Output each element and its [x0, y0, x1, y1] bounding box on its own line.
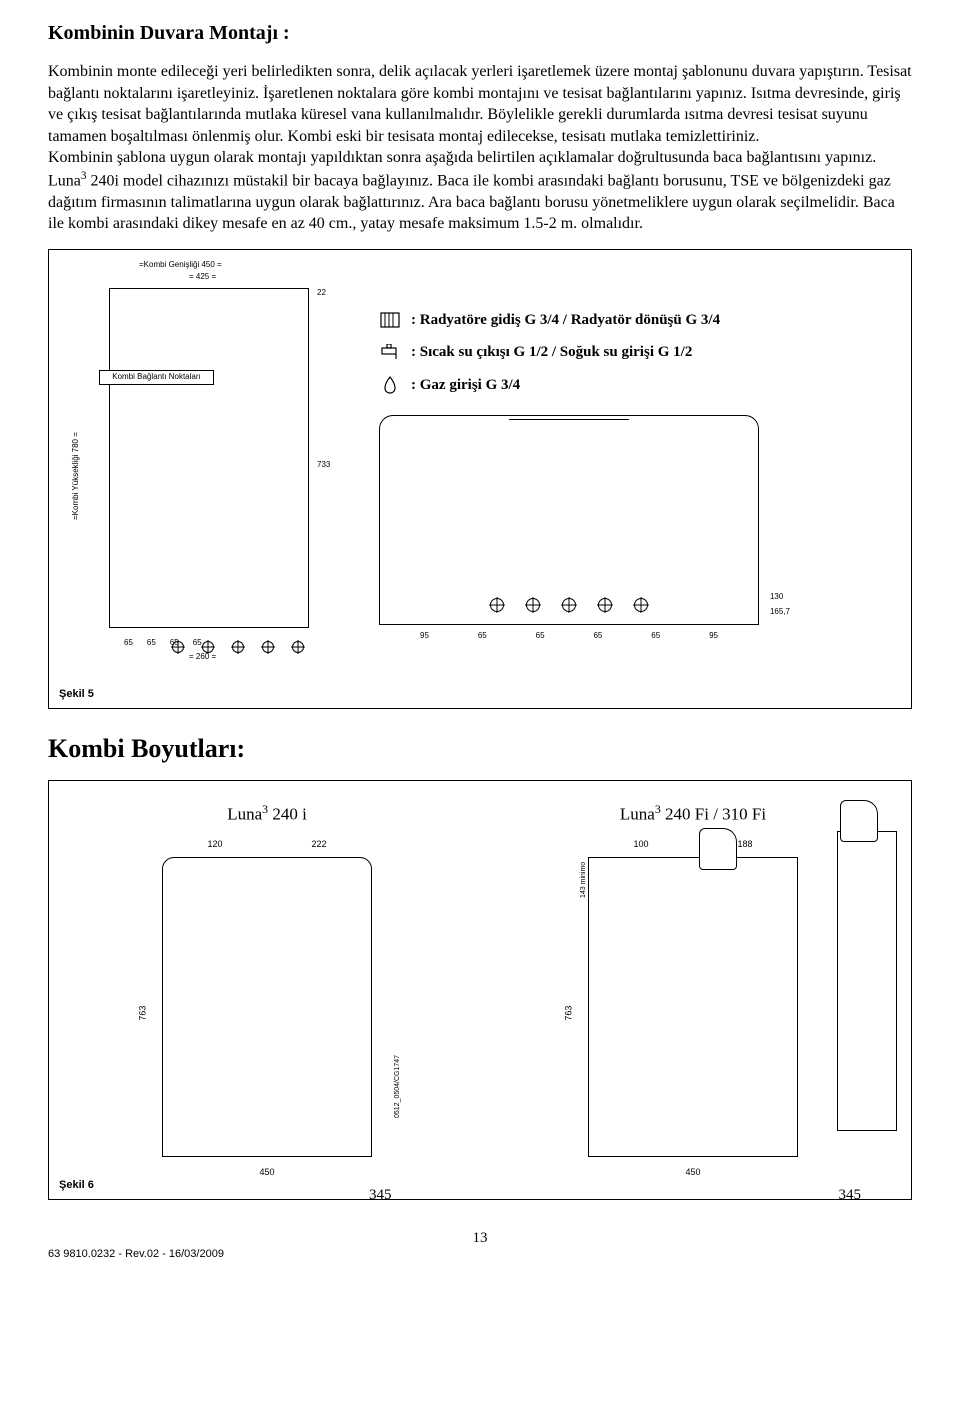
tap-icon [379, 343, 401, 361]
section-title: Kombinin Duvara Montajı : [48, 20, 912, 47]
mounting-template-diagram: =Kombi Genişliği 450 = = 425 = 22 Kombi … [59, 260, 359, 680]
connection-label-box: Kombi Bağlantı Noktaları [99, 370, 214, 385]
legend-text: : Radyatöre gidiş G 3/4 / Radyatör dönüş… [411, 310, 720, 330]
figure-5-caption: Şekil 5 [59, 687, 94, 702]
boiler-connections [490, 598, 648, 612]
body-paragraph: Kombinin monte edileceği yeri belirledik… [48, 61, 912, 235]
boiler-front-diagram: 95 65 65 65 65 95 130 165,7 [379, 415, 759, 625]
page-number: 13 [48, 1228, 912, 1248]
template-outline [109, 288, 309, 628]
legend-radiator: : Radyatöre gidiş G 3/4 / Radyatör dönüş… [379, 310, 901, 330]
dim-733: 733 [317, 460, 330, 471]
bottom-dimensions: 65 65 65 65 [124, 638, 202, 649]
flame-icon [379, 376, 401, 394]
model-i-drawing: 120 222 763 450 0512_0504/CG1747 [162, 857, 372, 1157]
depth-345-left: 345 [369, 1185, 392, 1205]
min-label: 143 minimo [579, 862, 588, 898]
boiler-right-dims: 130 165,7 [770, 592, 790, 618]
radiator-icon [379, 311, 401, 329]
dimensions-title: Kombi Boyutları: [48, 731, 912, 766]
legend-gas: : Gaz girişi G 3/4 [379, 375, 901, 395]
dim-22: 22 [317, 288, 326, 299]
model-i-column: Luna3 240 i 120 222 763 450 0512_0504/CG… [69, 801, 465, 1181]
dim-height-label: =Kombi Yüksekliği 780 = [71, 432, 82, 520]
legend-water: : Sıcak su çıkışı G 1/2 / Soğuk su giriş… [379, 342, 901, 362]
legend-text: : Sıcak su çıkışı G 1/2 / Soğuk su giriş… [411, 342, 692, 362]
model-fi-drawing: 100 188 763 450 143 minimo [588, 857, 798, 1157]
dim-425: = 425 = [189, 272, 216, 283]
dim-width-label: =Kombi Genişliği 450 = [139, 260, 222, 271]
model-fi-title: Luna3 240 Fi / 310 Fi [495, 801, 891, 827]
dim-260: = 260 = [189, 652, 216, 663]
model-i-title: Luna3 240 i [69, 801, 465, 827]
footer-revision: 63 9810.0232 - Rev.02 - 16/03/2009 [48, 1247, 224, 1262]
legend-text: : Gaz girişi G 3/4 [411, 375, 520, 395]
figure-6: Luna3 240 i 120 222 763 450 0512_0504/CG… [48, 780, 912, 1200]
model-fi-side-view [837, 831, 897, 1131]
figure-6-caption: Şekil 6 [59, 1178, 94, 1193]
boiler-bottom-dims: 95 65 65 65 65 95 [420, 631, 718, 642]
figure-5: =Kombi Genişliği 450 = = 425 = 22 Kombi … [48, 249, 912, 709]
flue-pipe-icon [840, 800, 878, 842]
drawing-code: 0512_0504/CG1747 [393, 1055, 402, 1118]
model-fi-column: Luna3 240 Fi / 310 Fi 100 188 763 450 14… [495, 801, 891, 1181]
depth-345-right: 345 [839, 1185, 862, 1205]
